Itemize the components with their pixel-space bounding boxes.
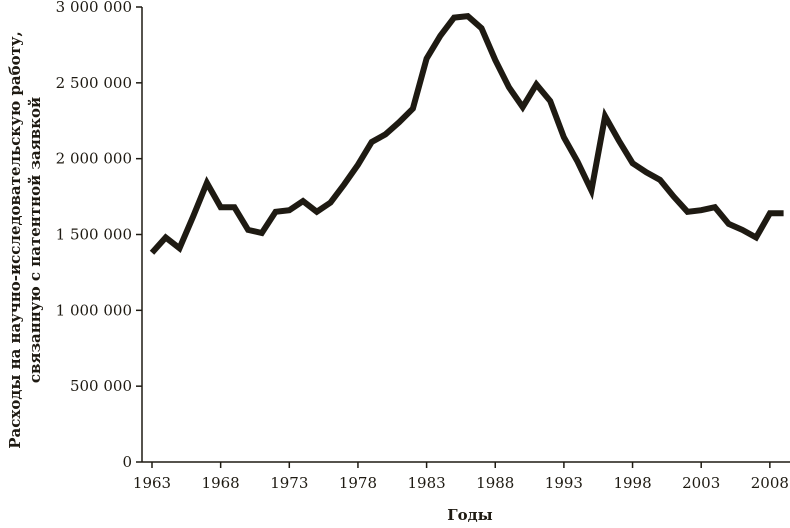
series-line <box>149 12 784 255</box>
x-tick-label: 1998 <box>613 474 651 492</box>
y-axis-label-line-1: Расходы на научно-исследовательскую рабо… <box>6 31 24 449</box>
y-tick-label: 2 500 000 <box>56 74 132 92</box>
x-tick-label: 1968 <box>202 474 240 492</box>
y-tick-label: 1 000 000 <box>56 301 132 319</box>
x-axis-label: Годы <box>447 506 492 524</box>
x-tick-label: 1988 <box>476 474 514 492</box>
y-tick-label: 1 500 000 <box>56 226 132 244</box>
y-axis-label-line-2: связанную с патентной заявкой <box>26 97 44 383</box>
x-tick-label: 1983 <box>408 474 446 492</box>
x-tick-label: 2003 <box>682 474 720 492</box>
x-tick-label: 1993 <box>545 474 583 492</box>
y-tick-label: 0 <box>122 453 132 471</box>
y-tick-label: 3 000 000 <box>56 0 132 16</box>
x-tick-label: 1963 <box>133 474 171 492</box>
y-tick-label: 2 000 000 <box>56 150 132 168</box>
x-tick-label: 1973 <box>270 474 308 492</box>
x-tick-label: 1978 <box>339 474 377 492</box>
y-tick-label: 500 000 <box>70 377 132 395</box>
x-axis-ticks: 1963 1968 1973 1978 1983 1988 1993 1998 2003 2008 <box>133 462 789 492</box>
y-axis-ticks: 0 500 000 1 000 000 1 500 000 2 000 000 2 500… <box>56 0 142 471</box>
x-tick-label: 2008 <box>751 474 789 492</box>
